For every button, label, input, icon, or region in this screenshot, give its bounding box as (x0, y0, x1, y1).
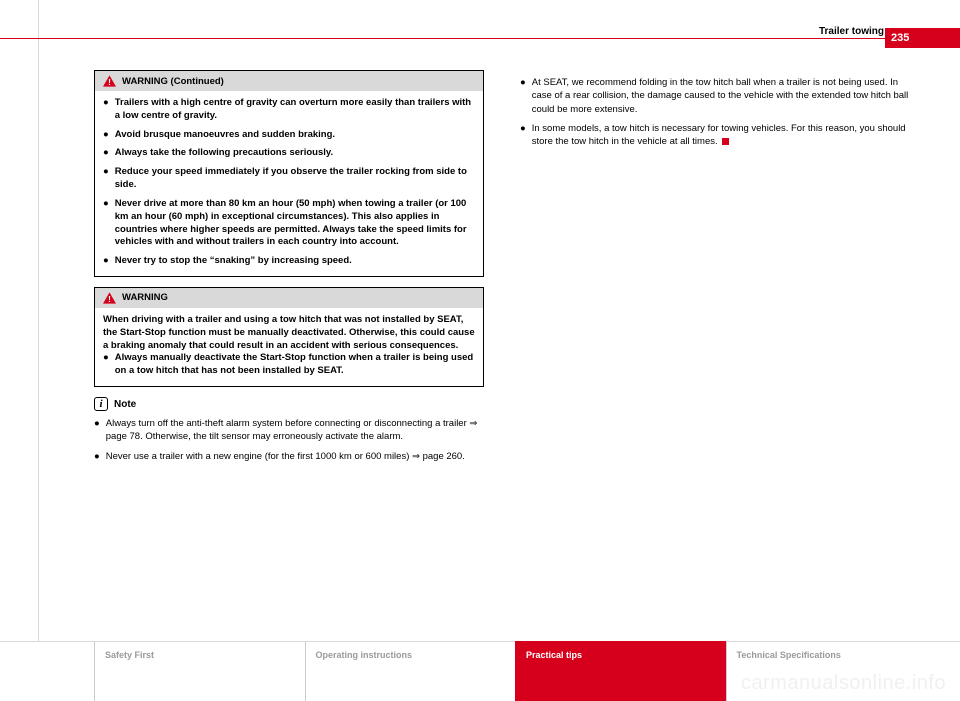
left-column: ! WARNING (Continued) ●Trailers with a h… (94, 70, 484, 601)
bullet-text: Always manually deactivate the Start-Sto… (115, 352, 475, 378)
bullet-dot: ● (520, 122, 526, 149)
note-header: i Note (94, 397, 484, 411)
bullet-item: ● Never try to stop the “snaking” by incr… (103, 255, 475, 268)
footer-tab-practical[interactable]: Practical tips (515, 641, 726, 701)
warning-continued-body: ●Trailers with a high centre of gravity … (95, 91, 483, 276)
bullet-text: Never try to stop the “snaking” by incre… (115, 255, 352, 268)
bullet-text: Avoid brusque manoeuvres and sudden brak… (115, 129, 335, 142)
right-column: ●At SEAT, we recommend folding in the to… (520, 70, 910, 601)
watermark: carmanualsonline.info (741, 672, 946, 695)
footer-spacer (0, 641, 94, 701)
bullet-text: Trailers with a high centre of gravity c… (115, 97, 475, 123)
bullet-dot: ● (103, 255, 109, 268)
bullet-text: Never drive at more than 80 km an hour (… (115, 198, 475, 249)
bullet-item: ●Never drive at more than 80 km an hour … (103, 198, 475, 249)
footer-tab-operating[interactable]: Operating instructions (305, 641, 516, 701)
warning-continued-header: ! WARNING (Continued) (95, 71, 483, 91)
header-rule (0, 38, 885, 39)
svg-text:!: ! (108, 77, 111, 87)
bullet-item: ●In some models, a tow hitch is necessar… (520, 122, 910, 149)
bullet-dot: ● (103, 198, 109, 249)
warning-header: ! WARNING (95, 288, 483, 308)
bullet-dot: ● (520, 76, 526, 116)
warning-intro-text: When driving with a trailer and using a … (103, 314, 475, 352)
note-body: ●Always turn off the anti-theft alarm sy… (94, 417, 484, 463)
section-end-icon (722, 138, 729, 145)
info-icon: i (94, 397, 108, 411)
bullet-text: Always turn off the anti-theft alarm sys… (106, 417, 484, 444)
bullet-dot: ● (94, 417, 100, 444)
bullet-text: Never use a trailer with a new engine (f… (106, 450, 465, 463)
bullet-item: ● Avoid brusque manoeuvres and sudden bra… (103, 129, 475, 142)
bullet-text: Always take the following precautions se… (115, 147, 333, 160)
margin-rule (38, 0, 39, 701)
bullet-item: ●Always turn off the anti-theft alarm sy… (94, 417, 484, 444)
bullet-dot: ● (94, 450, 100, 463)
warning-continued-box: ! WARNING (Continued) ●Trailers with a h… (94, 70, 484, 277)
bullet-item: ●At SEAT, we recommend folding in the to… (520, 76, 910, 116)
warning-icon: ! (103, 75, 116, 87)
bullet-item: ● Always take the following precautions s… (103, 147, 475, 160)
bullet-dot: ● (103, 129, 109, 142)
bullet-item: ●Always manually deactivate the Start-St… (103, 352, 475, 378)
bullet-dot: ● (103, 147, 109, 160)
warning-body: When driving with a trailer and using a … (95, 308, 483, 386)
content-region: ! WARNING (Continued) ●Trailers with a h… (94, 70, 910, 601)
bullet-text: In some models, a tow hitch is necessary… (532, 122, 910, 149)
bullet-dot: ● (103, 97, 109, 123)
warning-icon: ! (103, 292, 116, 304)
bullet-item: ●Trailers with a high centre of gravity … (103, 97, 475, 123)
bullet-text: Reduce your speed immediately if you obs… (115, 166, 475, 192)
bullet-item: ● Never use a trailer with a new engine (… (94, 450, 484, 463)
svg-text:!: ! (108, 294, 111, 304)
page-number-tab: 235 (885, 28, 960, 48)
warning-box: ! WARNING When driving with a trailer an… (94, 287, 484, 387)
warning-title: WARNING (122, 292, 168, 303)
bullet-item: ●Reduce your speed immediately if you ob… (103, 166, 475, 192)
page-number: 235 (891, 32, 909, 44)
bullet-dot: ● (103, 166, 109, 192)
bullet-dot: ● (103, 352, 109, 378)
note-title: Note (114, 399, 136, 410)
bullet-text: At SEAT, we recommend folding in the tow… (532, 76, 910, 116)
warning-continued-title: WARNING (Continued) (122, 76, 224, 87)
footer-tab-safety[interactable]: Safety First (94, 641, 305, 701)
section-title: Trailer towing (819, 26, 884, 37)
